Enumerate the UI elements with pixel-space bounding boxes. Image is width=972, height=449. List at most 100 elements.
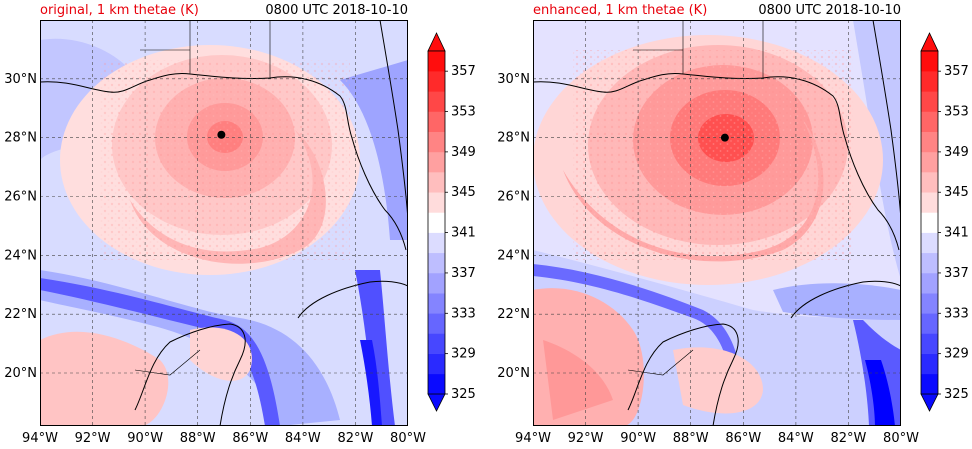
thetae-cool-band	[360, 340, 382, 426]
colorbar-segment	[921, 272, 938, 294]
map-plot-area	[40, 20, 408, 426]
gridlines	[533, 20, 901, 426]
x-tick-label: 84°W	[778, 431, 814, 446]
x-tick-label: 90°W	[620, 431, 656, 446]
y-tick-label: 22°N	[4, 307, 37, 322]
colorbar-segment	[921, 232, 938, 254]
map-plot-area	[533, 20, 901, 426]
map-panel-original: original, 1 km thetae (K) 0800 UTC 2018-…	[4, 3, 426, 446]
state-border	[140, 20, 271, 78]
panel-title-left: enhanced, 1 km thetae (K)	[533, 3, 707, 18]
yucatan-coast	[627, 323, 739, 426]
colorbar-segment	[921, 333, 938, 354]
x-tick-label: 88°W	[180, 431, 216, 446]
colorbar-segment	[428, 333, 445, 354]
colorbar-segment	[428, 313, 445, 334]
thetae-speckle-texture	[100, 60, 350, 260]
y-tick-label: 20°N	[497, 366, 530, 381]
colorbar-segment	[428, 192, 445, 213]
colorbar-tick-label: 345	[944, 185, 969, 200]
colorbar-tick-label: 349	[944, 145, 969, 160]
colorbar-segment	[921, 91, 938, 112]
colorbar-tick-label: 353	[944, 105, 969, 120]
x-tick-label: 86°W	[725, 431, 761, 446]
x-tick-label: 82°W	[830, 431, 866, 446]
colorbar-segment	[921, 111, 938, 133]
coastlines	[533, 20, 901, 426]
colorbar-extend-max	[920, 32, 939, 52]
mexico-border	[134, 349, 201, 376]
colorbar-segment	[428, 71, 445, 92]
storm-center-marker	[217, 130, 226, 139]
colorbar-frame	[920, 50, 939, 395]
colorbar-segment	[428, 51, 445, 72]
x-tick-label: 80°W	[390, 431, 426, 446]
y-tick-label: 30°N	[4, 72, 37, 87]
florida-east-coast	[379, 20, 408, 221]
colorbar-tick-label: 357	[451, 64, 476, 79]
colorbar-tick-label: 325	[451, 387, 476, 402]
mexico-border	[627, 349, 694, 376]
map-panel-enhanced: enhanced, 1 km thetae (K) 0800 UTC 2018-…	[497, 3, 919, 446]
map-frame	[533, 20, 901, 426]
colorbar-enhanced: 325 329 333 337 341 345 349 353 357	[920, 32, 969, 412]
thetae-cool-band	[355, 270, 395, 426]
colorbar-frame	[427, 50, 446, 395]
cuba-coast	[790, 280, 901, 319]
panel-title-right: 0800 UTC 2018-10-10	[758, 3, 901, 18]
colorbar-segment	[428, 212, 445, 233]
y-tick-label: 28°N	[4, 131, 37, 146]
colorbar-segment	[428, 151, 445, 173]
y-tick-label: 28°N	[497, 131, 530, 146]
y-axis-ticks: 20°N 22°N 24°N 26°N 28°N 30°N	[4, 72, 37, 381]
colorbar-segment	[921, 151, 938, 173]
colorbar-extend-min	[427, 393, 446, 412]
yucatan-coast	[134, 323, 246, 426]
thetae-cool-region	[773, 283, 901, 320]
colorbar-tick-label: 337	[944, 266, 969, 281]
colorbar-tick-label: 345	[451, 185, 476, 200]
x-tick-label: 84°W	[285, 431, 321, 446]
storm-center-marker	[720, 133, 729, 142]
panel-title-right: 0800 UTC 2018-10-10	[265, 3, 408, 18]
panel-title-left: original, 1 km thetae (K)	[40, 3, 199, 18]
x-tick-label: 90°W	[127, 431, 163, 446]
x-axis-ticks: 94°W 92°W 90°W 88°W 86°W 84°W 82°W 80°W	[22, 431, 426, 446]
x-tick-label: 86°W	[232, 431, 268, 446]
colorbar-segment	[921, 192, 938, 213]
y-tick-label: 20°N	[4, 366, 37, 381]
coastlines	[40, 20, 408, 426]
colorbar-segment	[921, 172, 938, 193]
colorbar-segment	[428, 172, 445, 193]
colorbar-tick-label: 337	[451, 266, 476, 281]
x-tick-label: 88°W	[673, 431, 709, 446]
colorbar-extend-min	[920, 393, 939, 412]
x-tick-label: 92°W	[75, 431, 111, 446]
colorbar-tick-label: 333	[451, 306, 476, 321]
colorbar-segment	[428, 131, 445, 153]
colorbar-segment	[921, 212, 938, 233]
y-tick-label: 24°N	[497, 248, 530, 263]
colorbar-segment	[921, 373, 938, 395]
colorbar-segment	[428, 353, 445, 375]
state-border	[633, 20, 764, 78]
colorbar-segment	[428, 232, 445, 254]
thetae-field	[533, 20, 901, 426]
colorbar-tick-label: 353	[451, 105, 476, 120]
y-tick-label: 26°N	[497, 190, 530, 205]
colorbar-segment	[921, 252, 938, 274]
x-tick-label: 92°W	[568, 431, 604, 446]
thetae-cool-band	[865, 360, 895, 426]
colorbar-tick-label: 341	[944, 226, 969, 241]
colorbar-tick-label: 329	[451, 347, 476, 362]
colorbar-segment	[921, 51, 938, 72]
colorbar-tick-label: 341	[451, 226, 476, 241]
thetae-warm-region	[543, 340, 613, 420]
colorbar-tick-label: 357	[944, 64, 969, 79]
x-tick-label: 94°W	[22, 431, 58, 446]
y-tick-label: 30°N	[497, 72, 530, 87]
colorbar-tick-label: 333	[944, 306, 969, 321]
colorbar-segment	[921, 353, 938, 375]
colorbar-segment	[428, 293, 445, 314]
cuba-coast	[297, 280, 408, 319]
